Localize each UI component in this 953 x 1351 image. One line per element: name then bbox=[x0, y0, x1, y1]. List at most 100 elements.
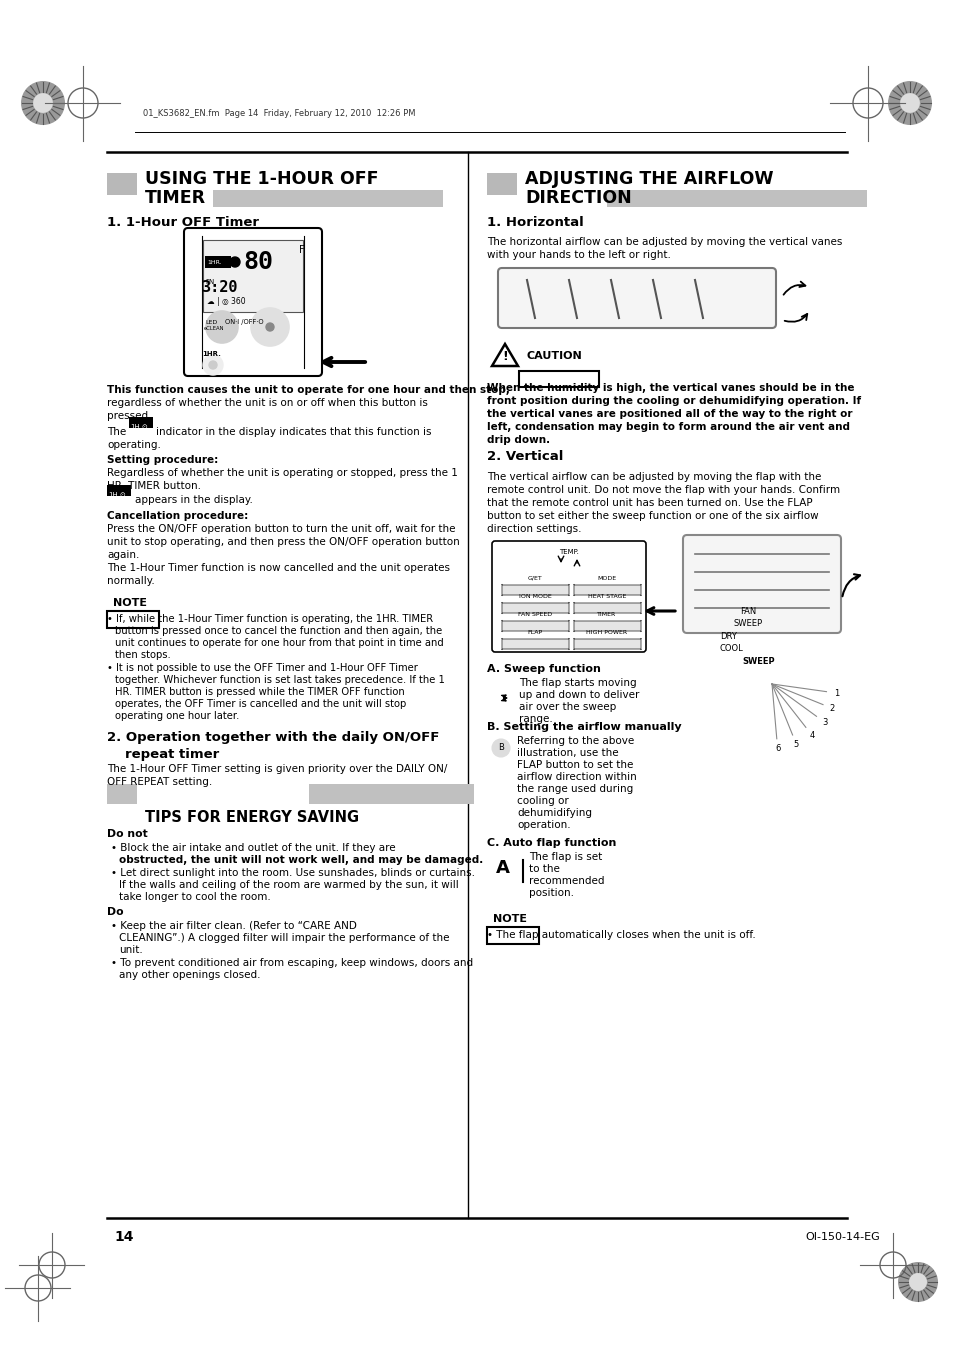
Text: NOTE: NOTE bbox=[493, 915, 526, 924]
Text: that the remote control unit has been turned on. Use the FLAP: that the remote control unit has been tu… bbox=[486, 499, 812, 508]
Bar bbox=[129, 417, 152, 428]
Text: Press the ON/OFF operation button to turn the unit off, wait for the: Press the ON/OFF operation button to tur… bbox=[107, 524, 455, 534]
Text: • Keep the air filter clean. (Refer to “CARE AND: • Keep the air filter clean. (Refer to “… bbox=[111, 921, 356, 931]
Text: MODE: MODE bbox=[597, 576, 616, 581]
Text: air over the sweep: air over the sweep bbox=[518, 703, 616, 712]
Text: remote control unit. Do not move the flap with your hands. Confirm: remote control unit. Do not move the fla… bbox=[486, 485, 840, 494]
Text: • Block the air intake and outlet of the unit. If they are: • Block the air intake and outlet of the… bbox=[111, 843, 395, 852]
Text: up and down to deliver: up and down to deliver bbox=[518, 690, 639, 700]
Text: indicator in the display indicates that this function is: indicator in the display indicates that … bbox=[156, 427, 431, 436]
Text: 1H.⊙: 1H.⊙ bbox=[108, 492, 126, 499]
Text: 1. 1-Hour OFF Timer: 1. 1-Hour OFF Timer bbox=[107, 216, 258, 228]
Circle shape bbox=[209, 361, 216, 369]
Circle shape bbox=[230, 257, 240, 267]
Bar bbox=[486, 173, 517, 195]
Text: The flap is set: The flap is set bbox=[529, 852, 601, 862]
Text: direction settings.: direction settings. bbox=[486, 524, 581, 534]
Text: appears in the display.: appears in the display. bbox=[135, 494, 253, 505]
Text: DRY: DRY bbox=[720, 632, 736, 640]
Text: Do not: Do not bbox=[107, 830, 148, 839]
Text: • Let direct sunlight into the room. Use sunshades, blinds or curtains.: • Let direct sunlight into the room. Use… bbox=[111, 867, 475, 878]
Text: TIPS FOR ENERGY SAVING: TIPS FOR ENERGY SAVING bbox=[145, 809, 358, 824]
Text: front position during the cooling or dehumidifying operation. If: front position during the cooling or deh… bbox=[486, 396, 861, 407]
FancyBboxPatch shape bbox=[682, 535, 841, 634]
Text: take longer to cool the room.: take longer to cool the room. bbox=[119, 892, 271, 902]
FancyBboxPatch shape bbox=[574, 584, 640, 596]
Text: TIMER: TIMER bbox=[145, 189, 206, 207]
Circle shape bbox=[203, 355, 223, 376]
Text: pressed.: pressed. bbox=[107, 411, 152, 422]
Text: Regardless of whether the unit is operating or stopped, press the 1: Regardless of whether the unit is operat… bbox=[107, 467, 457, 478]
Text: DIRECTION: DIRECTION bbox=[524, 189, 631, 207]
Text: operating.: operating. bbox=[107, 440, 161, 450]
Bar bbox=[107, 485, 131, 496]
Text: repeat timer: repeat timer bbox=[125, 748, 219, 761]
Text: The 1-Hour OFF Timer setting is given priority over the DAILY ON/: The 1-Hour OFF Timer setting is given pr… bbox=[107, 765, 447, 774]
Text: • To prevent conditioned air from escaping, keep windows, doors and: • To prevent conditioned air from escapi… bbox=[111, 958, 473, 969]
Text: button to set either the sweep function or one of the six airflow: button to set either the sweep function … bbox=[486, 511, 818, 521]
Circle shape bbox=[492, 739, 510, 757]
Text: 3:20: 3:20 bbox=[200, 281, 237, 296]
Text: G/ET: G/ET bbox=[527, 576, 542, 581]
Bar bbox=[205, 255, 231, 267]
Text: together. Whichever function is set last takes precedence. If the 1: together. Whichever function is set last… bbox=[115, 676, 444, 685]
Text: with your hands to the left or right.: with your hands to the left or right. bbox=[486, 250, 670, 259]
Text: Cancellation procedure:: Cancellation procedure: bbox=[107, 511, 248, 521]
Text: ON·I /OFF·O: ON·I /OFF·O bbox=[225, 319, 263, 326]
Text: This function causes the unit to operate for one hour and then stop,: This function causes the unit to operate… bbox=[107, 385, 509, 394]
Text: COOL: COOL bbox=[720, 644, 743, 653]
Text: the range used during: the range used during bbox=[517, 784, 633, 794]
Text: When the humidity is high, the vertical vanes should be in the: When the humidity is high, the vertical … bbox=[486, 382, 854, 393]
FancyBboxPatch shape bbox=[518, 372, 598, 386]
Text: FAN: FAN bbox=[740, 607, 756, 616]
Text: • If, while the 1-Hour Timer function is operating, the 1HR. TIMER: • If, while the 1-Hour Timer function is… bbox=[107, 613, 433, 624]
Text: The flap starts moving: The flap starts moving bbox=[518, 678, 636, 688]
Text: F: F bbox=[298, 245, 304, 255]
Text: A: A bbox=[496, 859, 510, 877]
Text: drip down.: drip down. bbox=[486, 435, 550, 444]
Text: FAN SPEED: FAN SPEED bbox=[517, 612, 552, 616]
Text: TEMP.: TEMP. bbox=[558, 549, 578, 555]
Text: FLAP button to set the: FLAP button to set the bbox=[517, 761, 633, 770]
Text: regardless of whether the unit is on or off when this button is: regardless of whether the unit is on or … bbox=[107, 399, 428, 408]
Text: unit to stop operating, and then press the ON/OFF operation button: unit to stop operating, and then press t… bbox=[107, 536, 459, 547]
Text: dehumidifying: dehumidifying bbox=[517, 808, 592, 817]
Text: The 1-Hour Timer function is now cancelled and the unit operates: The 1-Hour Timer function is now cancell… bbox=[107, 563, 450, 573]
Text: obstructed, the unit will not work well, and may be damaged.: obstructed, the unit will not work well,… bbox=[119, 855, 483, 865]
Text: operates, the OFF Timer is cancelled and the unit will stop: operates, the OFF Timer is cancelled and… bbox=[115, 698, 406, 709]
Text: SWEEP: SWEEP bbox=[741, 657, 774, 666]
Bar bbox=[203, 240, 303, 312]
FancyBboxPatch shape bbox=[501, 584, 568, 596]
Circle shape bbox=[266, 323, 274, 331]
Text: operation.: operation. bbox=[517, 820, 570, 830]
FancyBboxPatch shape bbox=[497, 267, 775, 328]
Text: ION MODE: ION MODE bbox=[518, 593, 551, 598]
Text: 01_KS3682_EN.fm  Page 14  Friday, February 12, 2010  12:26 PM: 01_KS3682_EN.fm Page 14 Friday, February… bbox=[143, 108, 416, 118]
Text: C. Auto flap function: C. Auto flap function bbox=[486, 838, 616, 848]
Text: HEAT STAGE: HEAT STAGE bbox=[587, 593, 625, 598]
Circle shape bbox=[21, 81, 65, 126]
Text: 1HR.: 1HR. bbox=[207, 259, 221, 265]
FancyBboxPatch shape bbox=[486, 927, 538, 944]
Text: eCLEAN: eCLEAN bbox=[204, 326, 224, 331]
FancyBboxPatch shape bbox=[574, 603, 640, 613]
Bar bbox=[309, 784, 474, 804]
Text: then stops.: then stops. bbox=[115, 650, 171, 661]
FancyBboxPatch shape bbox=[501, 603, 568, 613]
Text: LED: LED bbox=[205, 319, 217, 324]
Text: the vertical vanes are positioned all of the way to the right or: the vertical vanes are positioned all of… bbox=[486, 409, 852, 419]
Text: The: The bbox=[107, 427, 126, 436]
Text: CAUTION: CAUTION bbox=[526, 351, 582, 361]
Text: HR. TIMER button is pressed while the TIMER OFF function: HR. TIMER button is pressed while the TI… bbox=[115, 688, 404, 697]
Bar bbox=[213, 190, 442, 207]
Circle shape bbox=[486, 852, 518, 884]
Text: OFF REPEAT setting.: OFF REPEAT setting. bbox=[107, 777, 212, 788]
FancyBboxPatch shape bbox=[501, 620, 568, 632]
Text: to the: to the bbox=[529, 865, 559, 874]
Text: ADJUSTING THE AIRFLOW: ADJUSTING THE AIRFLOW bbox=[524, 170, 773, 188]
Text: 1. Horizontal: 1. Horizontal bbox=[486, 216, 583, 228]
Text: B: B bbox=[497, 743, 503, 753]
Text: 14: 14 bbox=[113, 1229, 133, 1244]
Text: HR. TIMER button.: HR. TIMER button. bbox=[107, 481, 201, 490]
Circle shape bbox=[900, 93, 919, 113]
